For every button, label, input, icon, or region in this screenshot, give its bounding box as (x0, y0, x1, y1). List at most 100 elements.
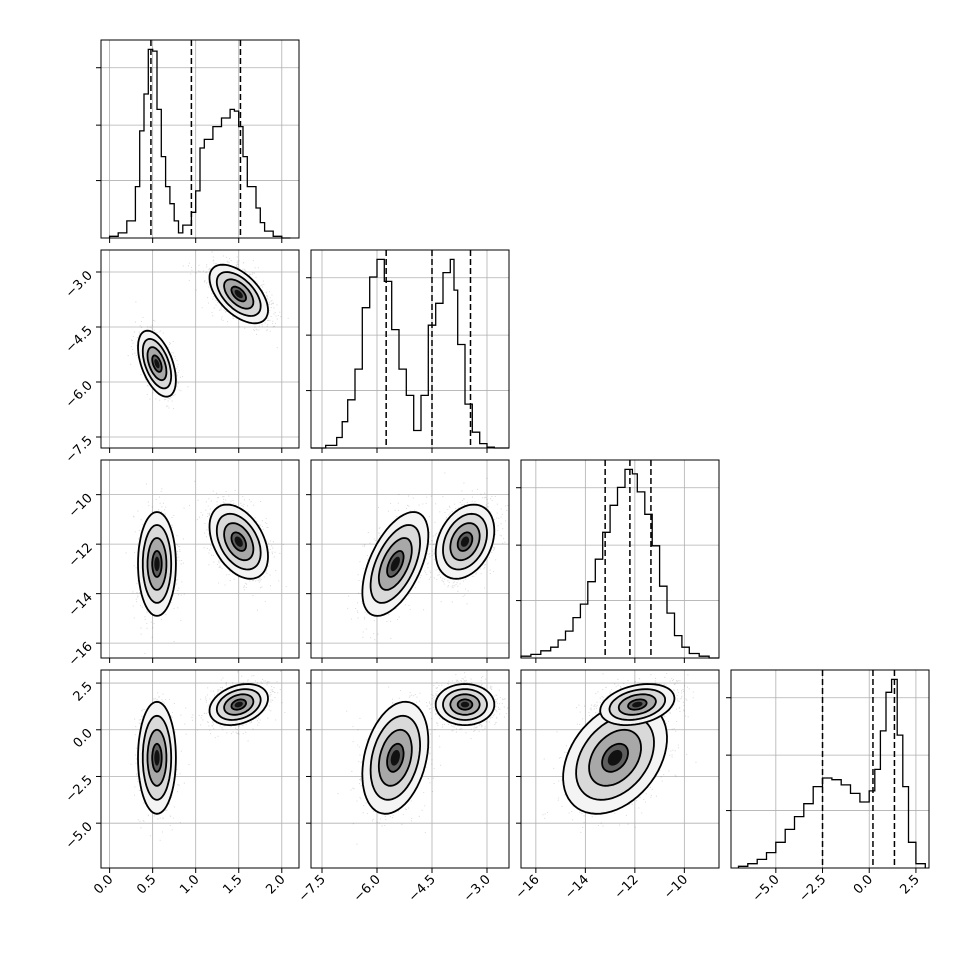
density-peak (460, 536, 470, 547)
y-tick-label: −6.0 (63, 378, 96, 411)
contour-line (215, 688, 262, 721)
y-tick-label: 2.5 (71, 679, 96, 704)
contour-line (575, 714, 655, 801)
panel-frame (730, 669, 930, 869)
panel-1-0 (100, 249, 300, 449)
contour-line (627, 698, 648, 711)
density-peak (234, 701, 243, 708)
x-tick-label: 2.5 (898, 872, 923, 897)
contour-line (599, 683, 676, 726)
contour-line (137, 700, 177, 815)
histogram-step (520, 468, 719, 659)
density-peak (390, 556, 400, 572)
contour-line (146, 346, 168, 382)
panel-content (130, 670, 286, 841)
density-peak (460, 701, 470, 708)
panel-2-1 (310, 459, 510, 659)
panel-frame (310, 459, 510, 659)
density-peak (154, 556, 160, 572)
contour-line (208, 503, 269, 580)
y-tick-label: −16 (66, 639, 96, 669)
contour-line (230, 285, 247, 303)
x-tick-label: 2.0 (263, 872, 288, 897)
x-tick-label: −6.0 (351, 872, 384, 905)
x-tick-label: −2.5 (796, 872, 829, 905)
contour-line (588, 728, 642, 787)
density-peak (390, 750, 400, 766)
contour-line (386, 550, 405, 578)
panel-frame (520, 459, 720, 659)
y-tick-label: −12 (66, 540, 96, 570)
contour-line (151, 742, 163, 773)
panel-frame (100, 39, 300, 239)
contour-line (456, 698, 474, 711)
panel-frame (100, 459, 300, 659)
contour-line (369, 714, 422, 801)
density-peak (234, 289, 243, 299)
contour-line (230, 531, 248, 552)
contour-line (449, 522, 481, 562)
panel-content (127, 250, 289, 410)
contour-line (434, 683, 496, 727)
y-tick-label: −10 (66, 491, 96, 521)
panel-2-0 (100, 459, 300, 659)
y-tick-label: −3.0 (63, 268, 96, 301)
panel-content (125, 480, 287, 654)
x-tick-label: −14 (562, 872, 592, 902)
contour-line (361, 511, 430, 617)
x-tick-label: 0.5 (134, 872, 159, 897)
panel-frame (100, 669, 300, 869)
histogram-0 (96, 39, 300, 239)
contour-line (442, 688, 488, 721)
x-tick-label: −16 (513, 872, 543, 902)
histogram-step (108, 48, 291, 239)
histogram-step (311, 258, 509, 449)
panel-3-1 (310, 669, 510, 869)
contour-line (442, 512, 488, 571)
panel-content (337, 672, 509, 845)
contour-line (361, 700, 430, 815)
contour-line (223, 693, 255, 716)
panel-3-0 (100, 669, 300, 869)
x-tick-label: −3.0 (461, 872, 494, 905)
contour-line (377, 728, 413, 787)
contour-line (377, 537, 413, 591)
histogram-1 (306, 249, 510, 449)
y-tick-label: −5.0 (63, 819, 96, 852)
x-tick-label: −4.5 (406, 872, 439, 905)
x-tick-label: 0.0 (91, 872, 116, 897)
y-tick-label: −4.5 (63, 323, 96, 356)
contour-line (369, 524, 422, 604)
contour-line (208, 683, 269, 727)
contour-line (617, 693, 657, 716)
contour-line (230, 698, 248, 711)
histogram-3 (726, 669, 930, 869)
contour-line (141, 337, 173, 390)
x-tick-label: −7.5 (296, 872, 329, 905)
contour-line (151, 354, 163, 373)
density-peak (234, 536, 243, 547)
panel-frame (310, 249, 510, 449)
panel-3-2 (520, 669, 720, 869)
contour-line (208, 263, 269, 325)
histogram-step (737, 678, 926, 868)
contour-line (601, 742, 629, 773)
contour-line (146, 537, 168, 591)
contour-line (223, 522, 255, 562)
histogram-2 (516, 459, 720, 659)
density-peak (154, 359, 160, 369)
x-tick-label: −10 (661, 872, 691, 902)
x-tick-label: 1.5 (220, 872, 245, 897)
x-tick-label: 1.0 (177, 872, 202, 897)
contour-line (146, 728, 168, 787)
contour-line (137, 511, 177, 617)
panel-content (542, 672, 697, 833)
y-tick-label: 0.0 (71, 726, 96, 751)
contour-line (141, 714, 173, 801)
contour-line (434, 503, 496, 580)
x-tick-label: −12 (612, 872, 642, 902)
contour-line (608, 688, 666, 721)
panel-frame (520, 669, 720, 869)
